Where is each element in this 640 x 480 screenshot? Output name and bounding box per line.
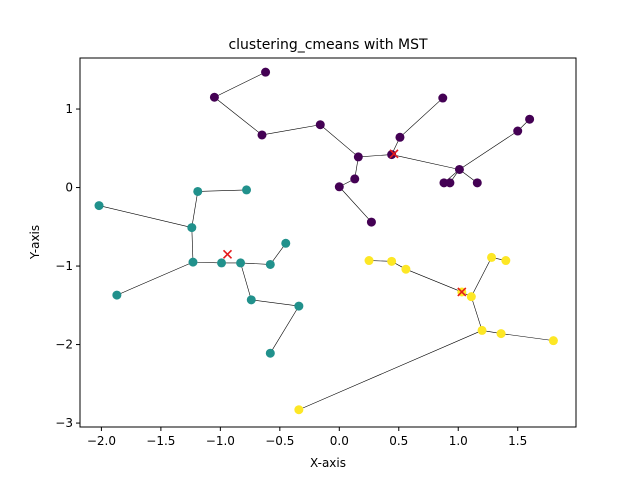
data-point	[501, 256, 511, 266]
cluster-center-stroke	[222, 249, 233, 259]
cluster-center-marker	[222, 249, 233, 259]
cluster-center-marker	[389, 149, 399, 159]
mst-edge	[191, 227, 194, 263]
x-tick-label: −1.0	[206, 434, 235, 448]
data-point	[353, 152, 363, 162]
data-point	[454, 164, 464, 174]
data-point	[387, 150, 397, 160]
data-point	[395, 132, 405, 142]
mst-edge	[240, 262, 252, 300]
cluster-center-marker	[457, 287, 467, 297]
data-point	[401, 264, 411, 274]
data-point	[445, 178, 455, 188]
data-point	[294, 405, 304, 415]
data-point	[112, 290, 122, 300]
axes-frame	[79, 57, 577, 428]
x-axis-label: X-axis	[310, 456, 346, 470]
data-point	[364, 256, 374, 266]
mst-edge	[471, 296, 483, 331]
mst-edge	[471, 257, 492, 297]
mst-edge	[98, 205, 192, 228]
cluster-center-stroke	[457, 287, 467, 297]
mst-edge	[214, 97, 263, 136]
data-point	[477, 325, 487, 335]
data-point	[496, 329, 506, 339]
x-tick-label: −1.5	[146, 434, 175, 448]
data-point	[387, 256, 397, 266]
mst-edge	[240, 262, 271, 265]
mst-edge	[391, 154, 460, 170]
x-tick-label: −0.5	[265, 434, 294, 448]
data-point	[366, 217, 376, 227]
x-tick-label: 1.5	[508, 434, 527, 448]
mst-edge	[358, 154, 392, 158]
mst-edge	[197, 189, 247, 192]
mst-edge	[261, 124, 321, 136]
y-tick-label: −2	[55, 338, 73, 352]
data-point	[548, 336, 558, 346]
cluster-center-stroke	[389, 149, 399, 159]
data-point	[261, 67, 271, 77]
mst-edge	[270, 305, 300, 354]
data-point	[472, 178, 482, 188]
data-point	[188, 257, 198, 267]
y-tick-label: 1	[65, 102, 73, 116]
mst-edge	[214, 71, 266, 98]
mst-edge	[459, 130, 518, 170]
data-point	[487, 252, 497, 262]
mst-edge	[501, 333, 554, 341]
data-point	[334, 182, 344, 192]
mst-edge	[116, 261, 194, 296]
data-point	[466, 292, 476, 302]
mst-edge	[191, 191, 199, 228]
y-axis-label: Y-axis	[28, 225, 42, 260]
plot-area	[94, 67, 558, 415]
mst-edge	[405, 268, 462, 293]
data-point	[294, 301, 304, 311]
axis-ticks: −2.0 −1.5 −1.0 −0.5 0.0 0.5 1.0 1.5 1 0 −1 −2 −3	[55, 102, 527, 448]
mst-edge	[339, 186, 372, 223]
mst-edge	[320, 124, 359, 158]
data-point	[187, 223, 197, 233]
y-tick-label: 0	[65, 181, 73, 195]
data-point	[242, 185, 252, 195]
x-tick-label: 0.0	[330, 434, 349, 448]
data-point	[265, 259, 275, 269]
mst-edge	[298, 330, 483, 411]
mst-edge	[251, 299, 299, 307]
data-point	[525, 114, 535, 124]
y-tick-label: −1	[55, 259, 73, 273]
chart-title: clustering_cmeans with MST	[228, 37, 428, 53]
data-point	[513, 126, 523, 136]
data-point	[257, 130, 267, 140]
data-point	[209, 92, 219, 102]
data-point	[193, 186, 203, 196]
data-point	[350, 174, 360, 184]
mst-edge	[399, 97, 443, 138]
x-tick-label: −2.0	[87, 434, 116, 448]
data-point	[236, 258, 246, 268]
data-point	[217, 258, 227, 268]
x-tick-label: 0.5	[389, 434, 408, 448]
data-point	[281, 238, 291, 248]
mst-edge	[192, 261, 222, 264]
data-point	[265, 348, 275, 358]
y-tick-label: −3	[55, 416, 73, 430]
data-point	[315, 120, 325, 130]
data-point	[438, 93, 448, 103]
data-point	[246, 295, 256, 305]
data-point	[94, 201, 104, 211]
x-tick-label: 1.0	[449, 434, 468, 448]
